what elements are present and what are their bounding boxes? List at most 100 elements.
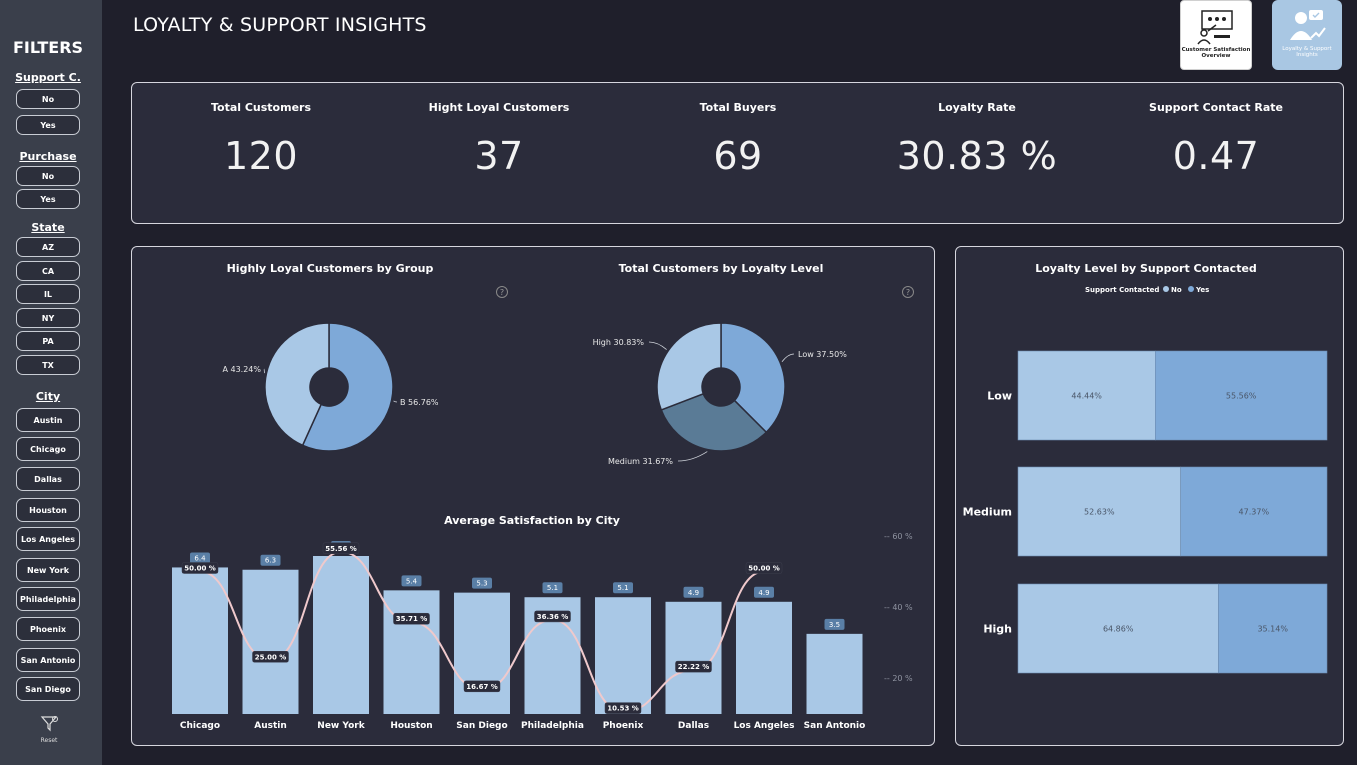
line-value-label: 50.00 %: [184, 565, 216, 573]
support-yes-button[interactable]: Yes: [16, 115, 80, 135]
city-axis-label: San Diego: [456, 721, 507, 731]
city-new-york-button[interactable]: New York: [16, 558, 80, 582]
reset-button[interactable]: Reset: [34, 714, 64, 744]
loyalty-level-axis-label: Medium: [963, 506, 1012, 519]
stacked-segment-label: 44.44%: [1071, 392, 1102, 401]
city-bar[interactable]: [383, 590, 440, 714]
kpi-total-customers: Total Customers 120: [141, 83, 381, 178]
line-value-label: 35.71 %: [396, 615, 428, 623]
line-value-label: 25.00 %: [255, 653, 287, 661]
donut-chart-group: B 56.76% A 43.24%: [222, 322, 439, 452]
bar-value-label: 6.4: [194, 554, 206, 562]
legend-no-label: No: [1171, 286, 1182, 294]
bar-value-label: 5.1: [547, 584, 558, 592]
stacked-segment-no[interactable]: [1017, 583, 1219, 674]
state-ca-button[interactable]: CA: [16, 261, 80, 281]
bar-value-label-bg: [472, 577, 492, 589]
city-dallas-button[interactable]: Dallas: [16, 467, 80, 491]
help-icon[interactable]: ?: [496, 286, 508, 298]
city-los-angeles-button[interactable]: Los Angeles: [16, 527, 80, 551]
line-value-label: 55.56 %: [325, 545, 357, 553]
kpi-card: Total Customers 120 Hight Loyal Customer…: [131, 82, 1344, 224]
state-pa-button[interactable]: PA: [16, 331, 80, 351]
city-bar[interactable]: [736, 601, 792, 714]
line-value-label: 16.67 %: [466, 683, 498, 691]
donut-slice-b[interactable]: [301, 322, 394, 452]
kpi-total-buyers: Total Buyers 69: [618, 83, 858, 178]
donut-chart-loyalty-level: Low 37.50% Medium 31.67% High 30.83%: [593, 322, 847, 466]
city-phoenix-button[interactable]: Phoenix: [16, 617, 80, 641]
city-axis-label: New York: [317, 721, 365, 731]
stacked-segment-no[interactable]: [1017, 350, 1156, 441]
bar-value-label-bg: [824, 618, 845, 630]
state-il-button[interactable]: IL: [16, 284, 80, 304]
city-philadelphia-button[interactable]: Philadelphia: [16, 587, 80, 611]
bar-value-label: 5.1: [617, 584, 628, 592]
city-bar[interactable]: [313, 556, 369, 714]
y2-axis-tick: -- 20 %: [884, 674, 913, 683]
legend-no-swatch: [1163, 286, 1169, 292]
city-axis-label: Houston: [390, 721, 432, 731]
city-bar[interactable]: [454, 592, 510, 714]
donut-leader-line: [677, 451, 708, 462]
donut-slice-label: Low 37.50%: [798, 350, 847, 359]
state-filter-title: State: [31, 221, 65, 234]
donut-level-title: Total Customers by Loyalty Level: [618, 262, 824, 275]
city-axis-label: Philadelphia: [521, 721, 584, 731]
legend-title: Support Contacted: [1085, 286, 1159, 294]
line-value-label-bg: [393, 612, 430, 625]
city-bar[interactable]: [172, 567, 228, 714]
city-austin-button[interactable]: Austin: [16, 408, 80, 432]
stacked-segment-label: 64.86%: [1103, 625, 1134, 634]
y2-axis-tick: -- 40 %: [884, 603, 913, 612]
city-chicago-button[interactable]: Chicago: [16, 437, 80, 461]
purchase-yes-button[interactable]: Yes: [16, 189, 80, 209]
support-filter-title: Support C.: [15, 71, 81, 84]
kpi-support-contact-rate: Support Contact Rate 0.47: [1096, 83, 1336, 178]
donut-slice-label: A 43.24%: [222, 365, 261, 374]
donut-slice-label: Medium 31.67%: [608, 457, 673, 466]
stacked-segment-label: 55.56%: [1226, 392, 1257, 401]
state-tx-button[interactable]: TX: [16, 355, 80, 375]
city-san-diego-button[interactable]: San Diego: [16, 677, 80, 701]
city-houston-button[interactable]: Houston: [16, 498, 80, 522]
purchase-no-button[interactable]: No: [16, 166, 80, 186]
bar-chart-title: Average Satisfaction by City: [444, 514, 620, 527]
line-value-label-bg: [252, 651, 289, 663]
donut-slice-label: B 56.76%: [400, 398, 439, 407]
city-bar[interactable]: [242, 569, 299, 714]
support-no-button[interactable]: No: [16, 89, 80, 109]
bar-value-label: 5.4: [406, 577, 418, 585]
stacked-segment-yes[interactable]: [1218, 583, 1328, 674]
city-san-antonio-button[interactable]: San Antonio: [16, 648, 80, 672]
city-bar[interactable]: [806, 633, 863, 714]
kpi-value: 69: [713, 134, 763, 178]
kpi-value: 120: [223, 134, 299, 178]
stacked-segment-label: 47.37%: [1239, 508, 1270, 517]
line-value-label-bg: [675, 660, 712, 673]
donut-slice-low[interactable]: [720, 322, 786, 434]
help-icon[interactable]: ?: [902, 286, 914, 298]
y2-axis-tick: -- 60 %: [884, 532, 913, 541]
stacked-segment-no[interactable]: [1017, 466, 1181, 557]
stacked-segment-yes[interactable]: [1155, 350, 1328, 441]
donut-slice-a[interactable]: [264, 322, 330, 447]
line-value-label: 10.53 %: [607, 705, 639, 713]
city-axis-label: Los Angeles: [734, 721, 795, 731]
donut-slice-medium[interactable]: [660, 392, 768, 452]
line-value-label-bg: [322, 542, 360, 555]
nav-customer-satisfaction-button[interactable]: Customer Satisfaction Overview: [1180, 0, 1252, 70]
city-axis-label: Chicago: [180, 721, 220, 731]
state-az-button[interactable]: AZ: [16, 237, 80, 257]
donut-slice-high[interactable]: [656, 322, 722, 411]
city-bar[interactable]: [595, 597, 651, 714]
stacked-segment-yes[interactable]: [1180, 466, 1328, 557]
donut-leader-line: [648, 341, 667, 350]
kpi-high-loyal-customers: Hight Loyal Customers 37: [379, 83, 619, 178]
stacked-segment-label: 52.63%: [1084, 508, 1115, 517]
state-ny-button[interactable]: NY: [16, 308, 80, 328]
nav-loyalty-support-button[interactable]: Loyalty & Support Insights: [1272, 0, 1342, 70]
donut-leader-line: [393, 400, 398, 403]
bar-value-label-bg: [190, 552, 210, 564]
